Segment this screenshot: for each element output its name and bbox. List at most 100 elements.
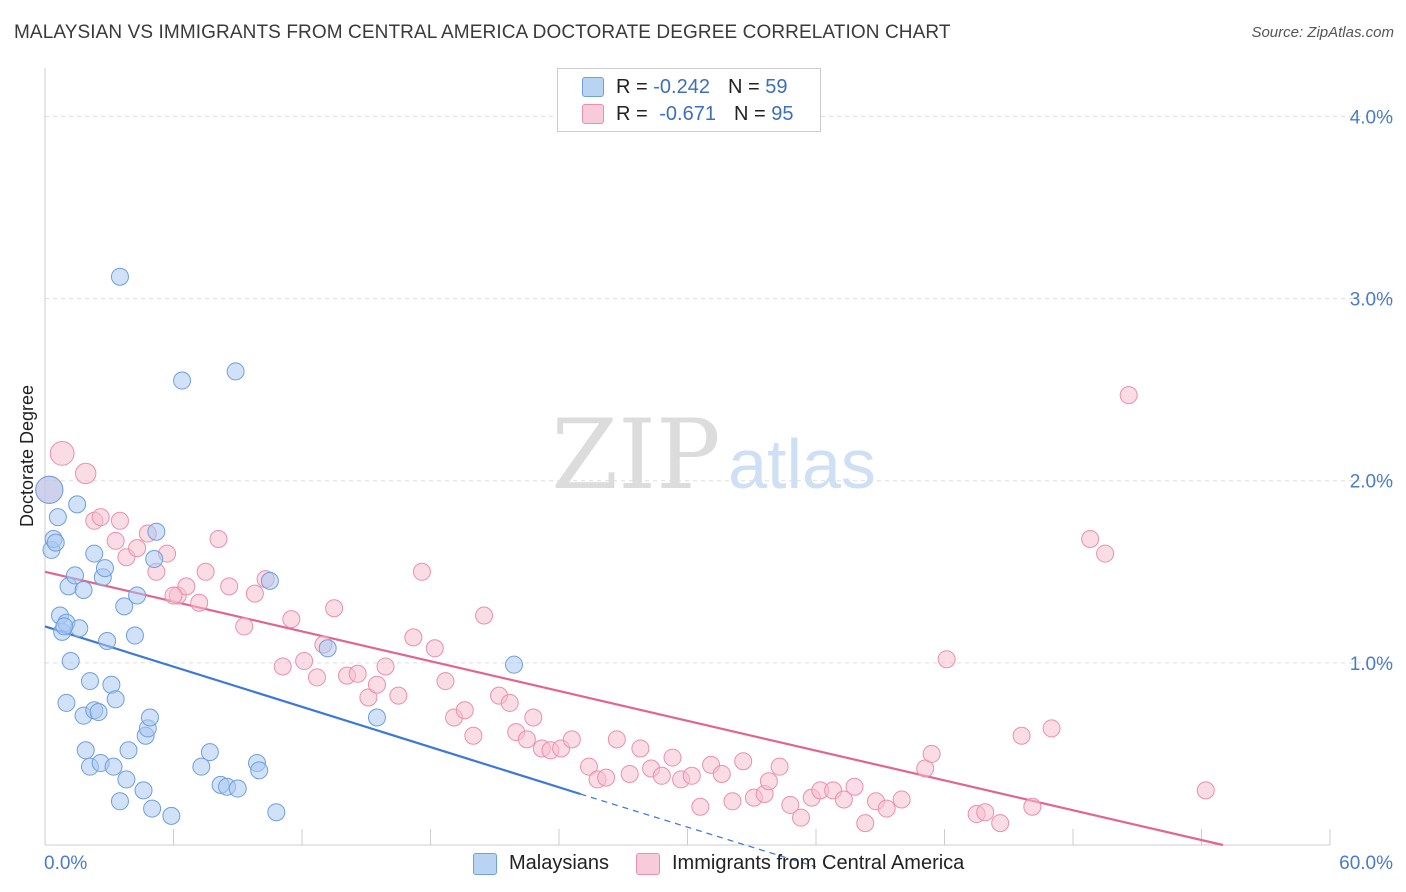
point-central-america bbox=[475, 606, 494, 625]
point-malaysian bbox=[65, 566, 84, 585]
point-central-america bbox=[1042, 719, 1061, 738]
legend-row-central-america: R = -0.671 N = 95 bbox=[582, 101, 793, 127]
point-central-america bbox=[282, 610, 301, 629]
data-points bbox=[35, 267, 1215, 833]
point-malaysian bbox=[104, 757, 123, 776]
point-central-america bbox=[976, 803, 995, 822]
point-central-america bbox=[579, 757, 598, 776]
point-central-america bbox=[620, 764, 639, 783]
point-central-america bbox=[691, 797, 710, 816]
point-central-america bbox=[412, 562, 431, 581]
point-central-america bbox=[1196, 781, 1215, 800]
point-central-america bbox=[209, 530, 228, 548]
point-malaysian bbox=[260, 571, 279, 590]
point-malaysian bbox=[46, 533, 65, 552]
axes bbox=[44, 68, 1331, 846]
point-central-america bbox=[1023, 797, 1042, 816]
point-central-america bbox=[1096, 544, 1115, 563]
point-central-america bbox=[607, 730, 626, 749]
x-tick-label: 0.0% bbox=[44, 853, 87, 874]
point-malaysian bbox=[267, 803, 286, 822]
legend-n-value: 95 bbox=[771, 102, 794, 125]
watermark-atlas: atlas bbox=[728, 425, 876, 503]
legend-n-label: N = bbox=[727, 75, 766, 98]
watermark: ZIP atlas bbox=[551, 399, 876, 511]
point-malaysian bbox=[226, 362, 245, 381]
point-central-america bbox=[517, 730, 536, 749]
point-central-america bbox=[367, 675, 386, 694]
point-central-america bbox=[245, 584, 264, 603]
point-malaysian bbox=[162, 806, 181, 825]
point-malaysian bbox=[48, 508, 67, 527]
point-malaysian bbox=[147, 522, 166, 541]
point-central-america bbox=[770, 757, 789, 776]
point-central-america bbox=[922, 744, 941, 763]
point-central-america bbox=[436, 672, 455, 691]
point-central-america bbox=[663, 748, 682, 767]
point-malaysian bbox=[74, 581, 93, 599]
point-central-america bbox=[682, 766, 701, 785]
point-malaysian bbox=[117, 770, 136, 789]
legend-row-malaysians: R = -0.242 N = 59 bbox=[582, 74, 787, 100]
series-legend-central-america[interactable]: Immigrants from Central America bbox=[636, 852, 964, 875]
point-central-america bbox=[404, 628, 423, 647]
point-central-america bbox=[524, 708, 543, 727]
point-malaysian bbox=[110, 792, 129, 811]
point-malaysian bbox=[143, 799, 162, 818]
point-malaysian bbox=[192, 757, 211, 776]
legend-swatch-pink bbox=[582, 104, 604, 124]
point-central-america bbox=[190, 593, 209, 612]
series-legend-malaysians[interactable]: Malaysians bbox=[473, 852, 609, 875]
legend-swatch-blue bbox=[582, 77, 604, 97]
series-swatch-pink bbox=[636, 852, 660, 875]
point-malaysian bbox=[110, 267, 129, 286]
point-central-america bbox=[597, 768, 616, 787]
point-central-america bbox=[500, 693, 519, 712]
y-axis-label: Doctorate Degree bbox=[17, 385, 37, 527]
y-tick-label: 3.0% bbox=[1350, 290, 1393, 311]
point-malaysian bbox=[106, 690, 125, 709]
point-malaysian bbox=[140, 708, 159, 727]
point-central-america bbox=[177, 577, 196, 596]
point-malaysian bbox=[70, 619, 89, 638]
point-malaysian bbox=[55, 617, 74, 636]
point-central-america bbox=[712, 764, 731, 783]
point-central-america bbox=[734, 752, 753, 771]
y-tick-label: 2.0% bbox=[1350, 472, 1393, 493]
point-central-america bbox=[562, 730, 581, 749]
legend-n-value: 59 bbox=[765, 75, 788, 98]
x-tick-label: 60.0% bbox=[1339, 853, 1393, 874]
point-malaysian bbox=[57, 693, 76, 712]
point-central-america bbox=[781, 795, 800, 814]
point-central-america bbox=[1012, 726, 1031, 745]
point-central-america bbox=[631, 739, 650, 758]
point-central-america bbox=[348, 664, 367, 683]
point-malaysian bbox=[95, 559, 114, 578]
legend-r-value: -0.242 bbox=[653, 75, 710, 98]
point-malaysian bbox=[119, 741, 138, 760]
legend-n-label: N = bbox=[733, 102, 772, 125]
legend-r-label: R = bbox=[616, 75, 654, 98]
point-malaysian bbox=[505, 655, 524, 674]
point-malaysian bbox=[173, 371, 192, 390]
point-malaysian bbox=[61, 652, 80, 671]
point-central-america bbox=[359, 688, 378, 707]
point-central-america bbox=[892, 790, 911, 809]
source-credit: Source: ZipAtlas.com bbox=[1251, 24, 1394, 41]
point-central-america bbox=[464, 726, 483, 745]
point-central-america bbox=[856, 814, 875, 833]
point-central-america bbox=[49, 440, 75, 466]
point-malaysian bbox=[128, 586, 147, 605]
point-malaysian bbox=[35, 475, 64, 504]
point-malaysian bbox=[89, 703, 108, 722]
point-central-america bbox=[273, 657, 292, 676]
series-label: Malaysians bbox=[509, 852, 610, 874]
point-central-america bbox=[1119, 386, 1138, 405]
point-central-america bbox=[834, 790, 853, 809]
point-central-america bbox=[196, 562, 215, 581]
point-central-america bbox=[455, 701, 474, 720]
point-central-america bbox=[128, 539, 147, 558]
point-malaysian bbox=[98, 632, 117, 650]
point-central-america bbox=[74, 462, 97, 485]
